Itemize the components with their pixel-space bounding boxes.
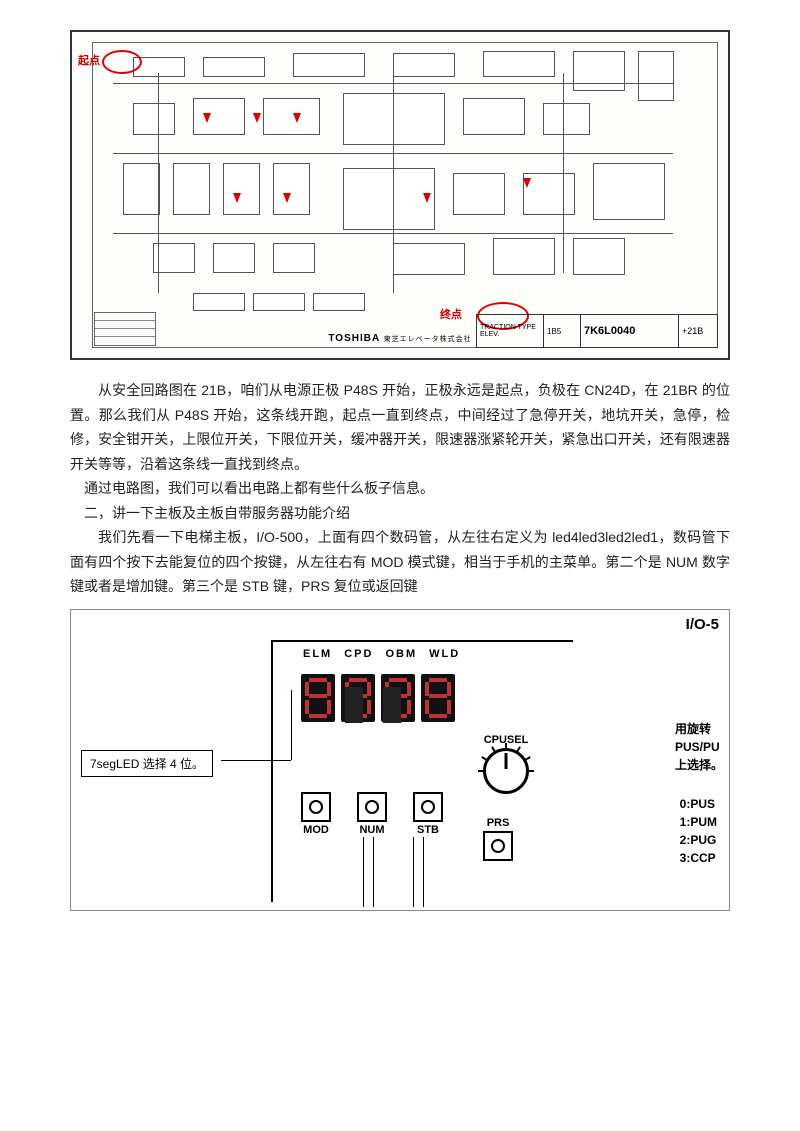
callout-7seg: 7segLED 选择 4 位。 (81, 750, 213, 777)
para-3: 二，讲一下主板及主板自带服务器功能介绍 (70, 501, 730, 526)
top-labels: ELM CPD OBM WLD (303, 648, 460, 660)
drawing-no: 7K6L0040 (584, 325, 675, 337)
right-list: 0:PUS 1:PUM 2:PUG 3:CCP (680, 795, 717, 867)
board-panel: ELM CPD OBM WLD MOD NUM STB CPUSEL (271, 640, 573, 902)
cpusel-knob[interactable] (483, 748, 529, 794)
io-board-figure: I/O-5 ELM CPD OBM WLD MOD NUM STB (70, 609, 730, 911)
drawing-suffix: +21B (682, 326, 714, 336)
button-row: MOD NUM STB (301, 792, 443, 822)
brand-text: TOSHIBA (328, 333, 379, 344)
rl1: 1:PUM (680, 813, 717, 831)
slot-2 (383, 687, 401, 723)
cpusel-block: CPUSEL (483, 734, 529, 794)
rn2: PUS/PU (675, 738, 723, 756)
circuit-schematic-figure: 起点 终点 TOSHIBA 東芝エレベータ株式会社 TRACTION TYPE … (70, 30, 730, 360)
revision-block (94, 312, 156, 346)
lbl-elm: ELM (303, 648, 332, 660)
lbl-wld: WLD (429, 648, 460, 660)
rl3: 3:CCP (680, 849, 717, 867)
seg-led1 (421, 674, 455, 722)
para-2: 通过电路图，我们可以看出电路上都有些什么板子信息。 (70, 476, 730, 501)
rn1: 用旋转 (675, 720, 723, 738)
title-block: TRACTION TYPE ELEV. 1B5 7K6L0040 +21B (476, 314, 718, 348)
seven-seg-row (301, 674, 455, 722)
end-label: 终点 (440, 306, 462, 322)
schematic-frame (92, 42, 718, 348)
io-title: I/O-5 (686, 616, 719, 633)
rev-text: 1B5 (547, 327, 577, 336)
prs-block: PRS (483, 817, 513, 861)
right-notes: 用旋转 PUS/PU 上选择。 (675, 720, 723, 774)
lbl-obm: OBM (385, 648, 417, 660)
start-label: 起点 (78, 52, 100, 68)
prs-label: PRS (483, 817, 513, 829)
rl2: 2:PUG (680, 831, 717, 849)
seg-led4 (301, 674, 335, 722)
prs-button[interactable] (483, 831, 513, 861)
num-button[interactable]: NUM (357, 792, 387, 822)
body-text: 从安全回路图在 21B，咱们从电源正极 P48S 开始，正极永远是起点，负极在 … (70, 378, 730, 599)
para-4: 我们先看一下电梯主板，I/O-500，上面有四个数码管，从左往右定义为 led4… (70, 525, 730, 599)
stb-button[interactable]: STB (413, 792, 443, 822)
slot-1 (345, 687, 363, 723)
brand-label: TOSHIBA 東芝エレベータ株式会社 (328, 333, 471, 344)
brand-sub: 東芝エレベータ株式会社 (384, 336, 472, 343)
rl0: 0:PUS (680, 795, 717, 813)
lbl-cpd: CPD (344, 648, 373, 660)
rn3: 上选择。 (675, 756, 723, 774)
mod-button[interactable]: MOD (301, 792, 331, 822)
callout-text: 7segLED 选择 4 位。 (90, 757, 204, 771)
para-1: 从安全回路图在 21B，咱们从电源正极 P48S 开始，正极永远是起点，负极在 … (70, 378, 730, 476)
start-marker-circle (102, 50, 142, 74)
